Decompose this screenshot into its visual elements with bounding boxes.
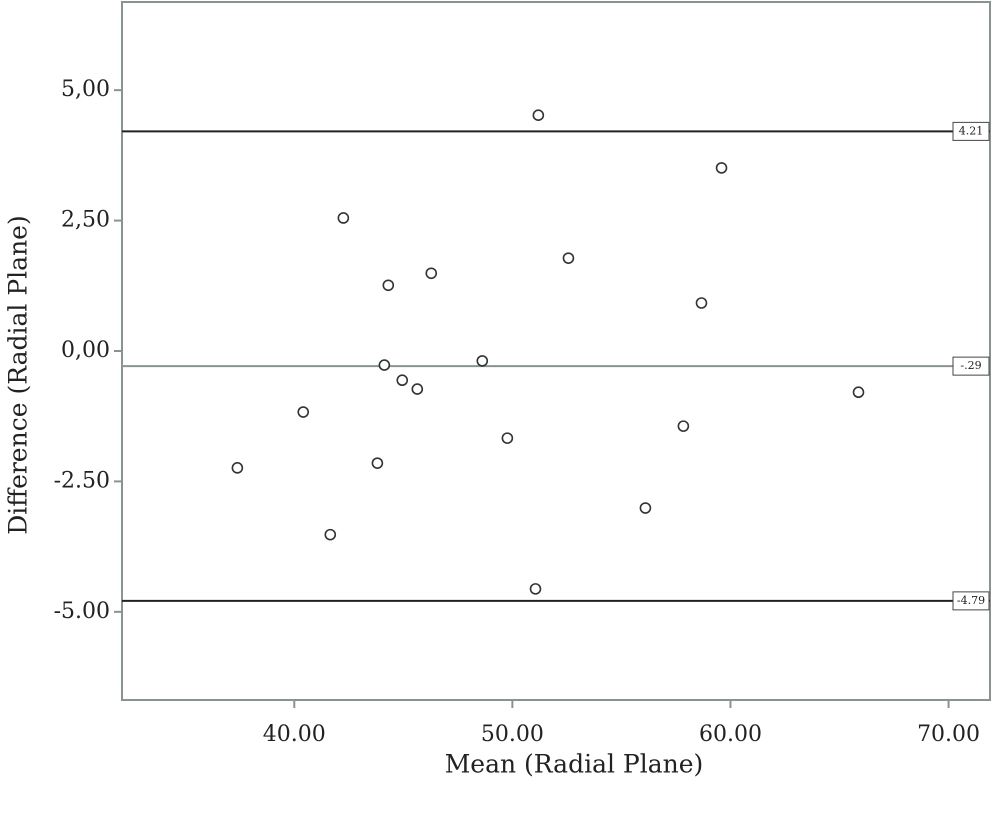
- point: [337, 212, 350, 224]
- point: [378, 359, 391, 371]
- point: [425, 267, 438, 280]
- y-tick-label: 0,00: [61, 338, 110, 363]
- point: [382, 279, 395, 292]
- y-tick-label: -2.50: [54, 468, 110, 493]
- point: [677, 420, 690, 432]
- x-axis-title: Mean (Radial Plane): [445, 750, 704, 779]
- reference-label: 4.21: [959, 124, 984, 137]
- point: [476, 355, 489, 367]
- reference-label-box: [952, 591, 990, 611]
- plot-frame: [121, 1, 991, 701]
- y-axis-title: Difference (Radial Plane): [4, 215, 33, 534]
- point: [639, 502, 652, 514]
- point: [562, 252, 575, 264]
- point: [231, 462, 244, 474]
- reference-label-box: [952, 121, 990, 141]
- point: [715, 162, 728, 174]
- point: [411, 383, 424, 395]
- x-tick-label: 60.00: [699, 722, 762, 747]
- x-tick-label: 70.00: [917, 722, 980, 747]
- y-tick-label: -5.00: [54, 599, 110, 624]
- y-tick-label: 5,00: [61, 77, 110, 102]
- x-tick-label: 50.00: [481, 722, 544, 747]
- reference-label-box: [952, 356, 990, 376]
- reference-label: -4.79: [957, 594, 985, 607]
- point: [324, 528, 337, 541]
- y-tick-label: 2,50: [61, 208, 110, 233]
- x-tick-label: 40.00: [263, 722, 326, 747]
- point: [532, 109, 545, 122]
- point: [501, 432, 514, 444]
- point: [529, 583, 542, 595]
- point: [396, 374, 409, 387]
- point: [695, 297, 708, 309]
- reference-label: -.29: [960, 359, 981, 372]
- point: [852, 386, 865, 399]
- point: [371, 457, 384, 469]
- point: [297, 406, 310, 418]
